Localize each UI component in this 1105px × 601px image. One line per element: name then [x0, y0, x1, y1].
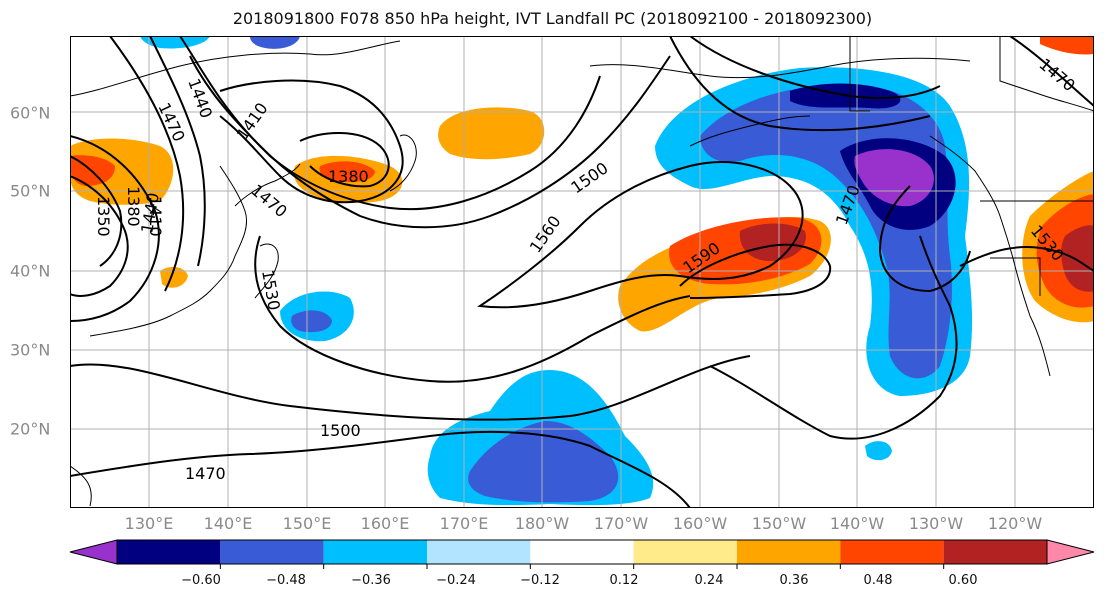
colorbar-tick-label: −0.36	[351, 573, 391, 588]
colorbar-tick-label: 0.48	[863, 573, 893, 588]
positive-anomaly-region	[319, 161, 375, 183]
lon-label: 120°W	[987, 514, 1043, 533]
lat-label: 30°N	[10, 340, 51, 360]
negative-anomaly-region	[854, 149, 934, 207]
contour-label: 1560	[526, 212, 565, 256]
contour-1350	[70, 155, 123, 267]
contour-1470-ne	[1009, 36, 1094, 107]
contour-label: 1410	[146, 196, 165, 237]
contour-1410-west	[70, 135, 160, 322]
contour-1380-west	[70, 175, 129, 297]
colorbar-outline	[116, 539, 1048, 565]
contour-1470-south	[70, 430, 691, 508]
contour-label: 1470	[247, 181, 290, 222]
positive-anomaly-region	[1061, 225, 1094, 292]
lon-label: 180°W	[514, 514, 570, 533]
contour-1470-west	[149, 36, 206, 267]
negative-anomaly-region	[250, 36, 300, 49]
lon-label: 140°E	[203, 514, 253, 533]
lon-label: 150°W	[751, 514, 807, 533]
contour-1500	[70, 355, 751, 421]
map-title: 2018091800 F078 850 hPa height, IVT Land…	[232, 9, 873, 28]
contour-label: 1380	[328, 167, 369, 186]
colorbar-segments	[69, 539, 1095, 565]
colorbar-tick-label: −0.24	[436, 573, 476, 588]
colorbar-segment	[530, 540, 634, 564]
borders	[849, 36, 1094, 296]
contour-1530-west	[254, 235, 691, 383]
contour-label: 1440	[184, 76, 216, 121]
colorbar-segment	[840, 540, 944, 564]
colorbar-tick-label: −0.48	[266, 573, 306, 588]
contour-ridge	[669, 36, 931, 132]
lon-label: 170°W	[593, 514, 649, 533]
positive-anomaly-region	[1040, 36, 1094, 55]
contour-1440	[189, 55, 601, 211]
colorbar-segment	[633, 540, 737, 564]
contour-pacific-ridge	[689, 36, 941, 99]
map-panel: 1440 1470 1410 1380 1470 1350 1380 1410 …	[70, 36, 1094, 508]
negative-anomaly-region	[140, 36, 210, 49]
negative-anomaly-region	[468, 421, 619, 503]
contour-label: 1530	[258, 268, 284, 311]
lat-label: 20°N	[10, 419, 51, 439]
contour-1530-ne	[959, 245, 1094, 272]
contour-1530-east	[709, 235, 958, 440]
contour-1380	[299, 132, 390, 188]
colorbar-ticks	[219, 564, 945, 569]
colorbar-segment	[427, 540, 531, 564]
contour-label: 1380	[124, 186, 143, 227]
colorbar-segment	[220, 540, 324, 564]
contour-label: 1350	[94, 196, 113, 237]
contour-label: 1470	[1035, 55, 1078, 96]
positive-anomaly-region	[438, 107, 545, 160]
ivt-shading	[70, 36, 1094, 506]
contour-1410	[219, 79, 404, 204]
lon-label: 140°W	[829, 514, 885, 533]
lon-label: 170°E	[439, 514, 489, 533]
lon-label: 130°E	[124, 514, 174, 533]
colorbar-segment	[323, 540, 427, 564]
colorbar-tick-label: 0.12	[609, 573, 639, 588]
colorbar	[69, 539, 1095, 569]
lat-label: 50°N	[10, 181, 51, 201]
colorbar-segment	[737, 540, 841, 564]
contour-label: 1470	[185, 464, 226, 483]
contour-1590	[679, 243, 832, 299]
lon-label: 160°W	[672, 514, 728, 533]
contour-1560	[477, 161, 804, 309]
contour-1440-west	[109, 36, 185, 292]
negative-anomaly-region	[865, 441, 892, 461]
height-contours	[70, 36, 1094, 508]
contour-1470-gulf	[878, 185, 971, 293]
map-svg: 1440 1470 1410 1380 1470 1350 1380 1410 …	[70, 36, 1094, 508]
colorbar-extend-low	[69, 539, 118, 565]
lat-label: 60°N	[10, 103, 51, 123]
colorbar-tick-label: −0.60	[181, 573, 221, 588]
colorbar-tick-label: 0.36	[779, 573, 809, 588]
colorbar-extend-high	[1046, 539, 1095, 565]
positive-anomaly-region	[739, 223, 806, 261]
colorbar-segment	[117, 540, 221, 564]
positive-anomaly-region	[160, 266, 188, 288]
positive-anomaly-region	[70, 138, 174, 205]
lat-label: 40°N	[10, 261, 51, 281]
lon-label: 150°E	[282, 514, 332, 533]
colorbar-tick-label: 0.60	[948, 573, 978, 588]
negative-anomaly-region	[291, 310, 332, 333]
colorbar-tick-label: −0.12	[520, 573, 560, 588]
colorbar-tick-label: 0.24	[694, 573, 724, 588]
lon-label: 160°E	[360, 514, 410, 533]
lon-label: 130°W	[908, 514, 964, 533]
colorbar-segment	[943, 540, 1047, 564]
contour-label: 1500	[320, 421, 361, 440]
